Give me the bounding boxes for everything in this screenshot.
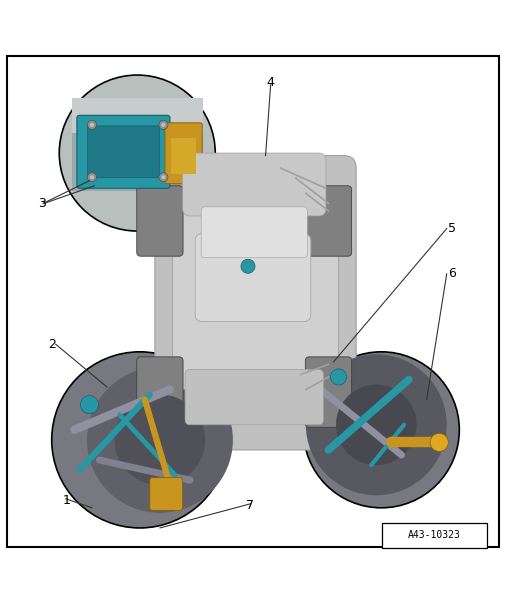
- Text: 1: 1: [63, 494, 71, 507]
- FancyBboxPatch shape: [381, 523, 486, 548]
- Circle shape: [90, 123, 94, 127]
- FancyBboxPatch shape: [155, 156, 356, 450]
- FancyBboxPatch shape: [136, 186, 183, 256]
- Text: 3: 3: [38, 197, 45, 210]
- Text: 5: 5: [447, 222, 455, 235]
- Text: A43-10323: A43-10323: [407, 531, 460, 540]
- FancyBboxPatch shape: [165, 123, 202, 184]
- Bar: [72, 113, 203, 191]
- Circle shape: [335, 385, 416, 465]
- FancyBboxPatch shape: [87, 126, 159, 178]
- Circle shape: [330, 369, 346, 385]
- FancyBboxPatch shape: [185, 370, 323, 425]
- Bar: [72, 98, 203, 133]
- Circle shape: [159, 172, 168, 182]
- FancyBboxPatch shape: [136, 357, 183, 428]
- Circle shape: [87, 172, 96, 182]
- FancyBboxPatch shape: [305, 186, 351, 256]
- Text: 4: 4: [266, 76, 274, 89]
- Circle shape: [159, 121, 168, 130]
- FancyBboxPatch shape: [77, 115, 170, 188]
- Circle shape: [87, 367, 232, 513]
- FancyBboxPatch shape: [172, 209, 338, 390]
- Circle shape: [161, 175, 165, 179]
- Circle shape: [59, 75, 215, 231]
- Circle shape: [90, 175, 94, 179]
- FancyBboxPatch shape: [182, 153, 325, 216]
- Circle shape: [429, 434, 447, 452]
- FancyBboxPatch shape: [201, 207, 307, 257]
- FancyBboxPatch shape: [195, 233, 310, 321]
- Circle shape: [52, 352, 227, 528]
- Circle shape: [115, 394, 205, 485]
- Text: 6: 6: [447, 267, 455, 280]
- Text: 2: 2: [47, 338, 56, 351]
- FancyBboxPatch shape: [149, 478, 182, 510]
- Circle shape: [80, 396, 98, 414]
- Circle shape: [240, 259, 255, 273]
- Bar: [171, 138, 195, 174]
- Circle shape: [305, 355, 446, 495]
- Circle shape: [161, 123, 165, 127]
- Circle shape: [302, 352, 459, 508]
- Text: 7: 7: [246, 499, 254, 512]
- FancyBboxPatch shape: [305, 357, 351, 428]
- Circle shape: [87, 121, 96, 130]
